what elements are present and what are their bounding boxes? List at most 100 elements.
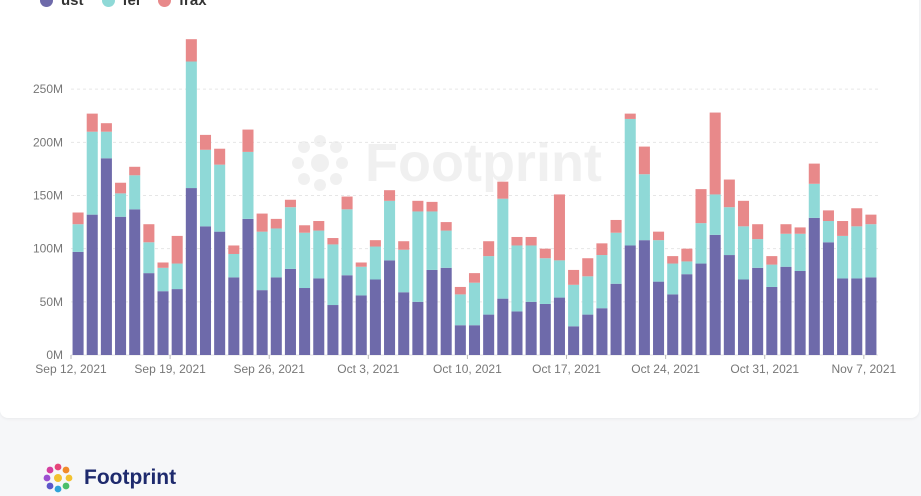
bar-segment-frax[interactable] [610,219,622,233]
bar-segment-frax[interactable] [199,134,212,150]
bar-segment-ust[interactable] [794,270,806,355]
bar-segment-frax[interactable] [384,190,396,201]
bar-segment-ust[interactable] [653,281,665,355]
bar-segment-frax[interactable] [454,286,466,295]
bar-segment-frax[interactable] [667,256,679,264]
bar-segment-fei[interactable] [624,118,636,246]
bar-segment-fei[interactable] [327,244,339,306]
bar-segment-frax[interactable] [440,222,452,231]
bar-segment-fei[interactable] [115,193,127,217]
bar-segment-fei[interactable] [837,235,849,279]
bar-segment-frax[interactable] [653,231,665,241]
bar-segment-ust[interactable] [355,295,367,355]
bar-segment-fei[interactable] [780,233,792,267]
bar-segment-ust[interactable] [723,255,735,355]
bar-segment-fei[interactable] [483,256,495,315]
bar-segment-ust[interactable] [468,325,481,355]
bar-segment-ust[interactable] [256,290,268,355]
bar-segment-frax[interactable] [596,243,608,256]
bar-segment-fei[interactable] [199,149,212,227]
bar-segment-ust[interactable] [86,214,98,355]
bar-segment-fei[interactable] [355,266,367,296]
bar-segment-fei[interactable] [709,194,721,235]
bar-segment-fei[interactable] [497,198,509,299]
bar-segment-fei[interactable] [511,245,523,312]
bar-segment-frax[interactable] [638,146,650,175]
bar-segment-frax[interactable] [808,163,820,184]
bar-segment-ust[interactable] [752,267,764,355]
bar-segment-ust[interactable] [568,326,580,355]
bar-segment-fei[interactable] [412,211,424,302]
bar-segment-fei[interactable] [737,226,750,280]
bar-segment-ust[interactable] [327,305,339,355]
bar-segment-fei[interactable] [454,294,466,326]
bar-segment-ust[interactable] [143,273,155,355]
bar-segment-ust[interactable] [596,308,608,355]
bar-segment-fei[interactable] [86,131,98,215]
bar-segment-ust[interactable] [808,217,820,355]
bar-segment-fei[interactable] [369,246,381,280]
bar-segment-frax[interactable] [822,210,834,222]
bar-segment-ust[interactable] [129,209,141,355]
bar-segment-ust[interactable] [185,188,197,355]
bar-segment-frax[interactable] [398,241,410,250]
bar-segment-frax[interactable] [228,245,240,254]
bar-segment-frax[interactable] [426,201,438,212]
bar-segment-frax[interactable] [497,181,509,199]
bar-segment-ust[interactable] [454,325,466,355]
bar-segment-ust[interactable] [313,278,325,355]
bar-segment-ust[interactable] [284,268,296,355]
bar-segment-ust[interactable] [780,266,792,355]
bar-segment-frax[interactable] [737,200,750,227]
bar-segment-frax[interactable] [752,224,764,240]
bar-segment-ust[interactable] [497,298,509,355]
bar-segment-ust[interactable] [511,311,523,355]
bar-segment-fei[interactable] [851,226,863,279]
bar-segment-frax[interactable] [766,256,778,265]
bar-segment-ust[interactable] [299,288,311,355]
bar-segment-frax[interactable] [100,123,112,132]
bar-segment-frax[interactable] [355,262,367,267]
bar-segment-fei[interactable] [384,200,396,261]
bar-segment-ust[interactable] [440,267,452,355]
bar-segment-fei[interactable] [525,245,537,302]
bar-segment-frax[interactable] [780,224,792,234]
bar-segment-ust[interactable] [667,294,679,355]
bar-segment-ust[interactable] [681,274,693,355]
bar-segment-frax[interactable] [511,236,523,246]
bar-segment-ust[interactable] [553,297,565,355]
bar-segment-frax[interactable] [299,225,311,233]
bar-segment-fei[interactable] [553,260,565,298]
bar-segment-fei[interactable] [214,164,226,232]
legend-item-ust[interactable]: ust [40,0,84,9]
bar-segment-fei[interactable] [426,211,438,270]
bar-segment-ust[interactable] [865,277,877,355]
bar-segment-fei[interactable] [299,232,311,289]
bar-segment-ust[interactable] [851,278,863,355]
bar-segment-frax[interactable] [157,262,169,268]
bar-segment-ust[interactable] [525,301,537,355]
bar-segment-fei[interactable] [695,223,707,264]
bar-segment-fei[interactable] [794,233,806,271]
bar-segment-ust[interactable] [426,269,438,355]
bar-segment-frax[interactable] [143,224,155,243]
bar-segment-fei[interactable] [72,224,84,252]
bar-segment-fei[interactable] [129,175,141,210]
bar-segment-frax[interactable] [525,236,537,246]
bar-segment-fei[interactable] [143,242,155,274]
bar-segment-ust[interactable] [709,234,721,355]
bar-segment-fei[interactable] [610,232,622,284]
bar-segment-frax[interactable] [270,218,282,229]
bar-segment-frax[interactable] [72,212,84,225]
bar-segment-frax[interactable] [313,221,325,231]
bar-segment-frax[interactable] [171,235,183,264]
bar-segment-frax[interactable] [837,221,849,236]
bar-segment-fei[interactable] [808,183,820,218]
bar-segment-fei[interactable] [185,61,197,189]
bar-segment-frax[interactable] [185,39,197,62]
bar-segment-fei[interactable] [284,207,296,269]
bar-segment-frax[interactable] [681,248,693,262]
bar-segment-ust[interactable] [695,263,707,355]
bar-segment-fei[interactable] [667,263,679,295]
bar-segment-frax[interactable] [412,200,424,212]
